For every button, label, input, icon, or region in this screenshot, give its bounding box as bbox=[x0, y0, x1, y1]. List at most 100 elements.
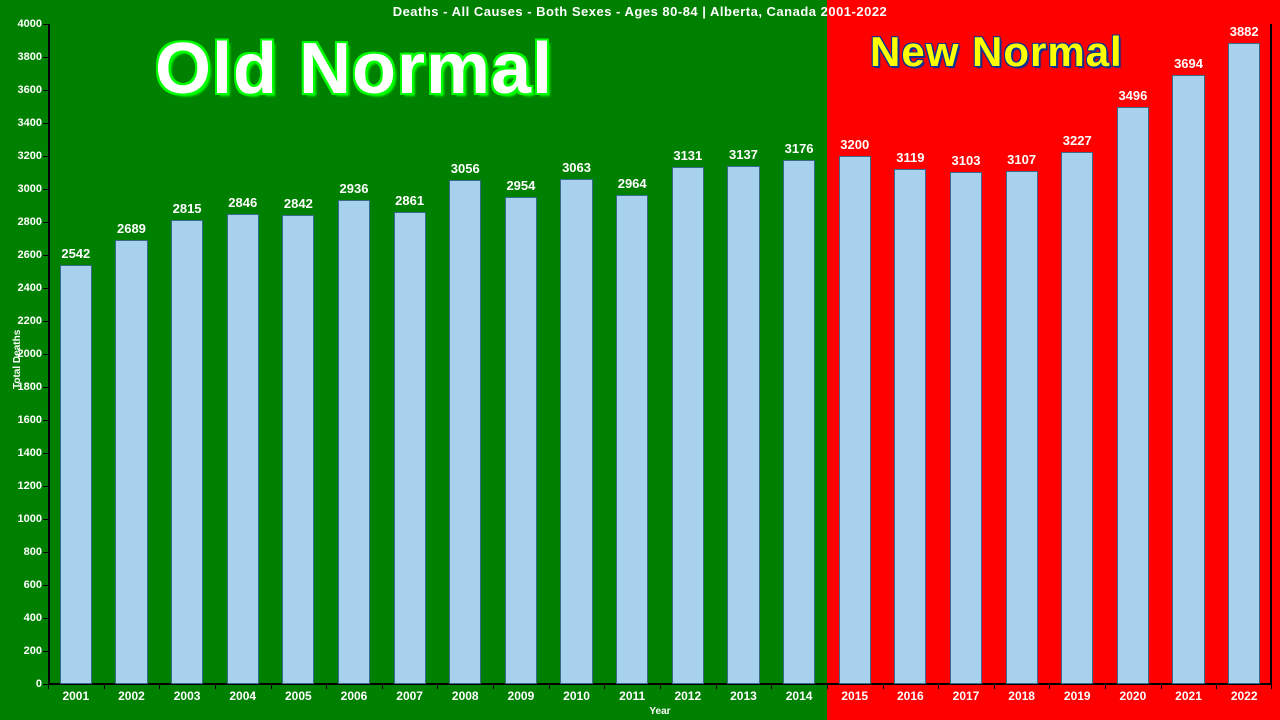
x-tick-label: 2020 bbox=[1120, 689, 1147, 703]
x-axis-label: Year bbox=[649, 706, 670, 717]
y-tick-label: 1400 bbox=[18, 447, 42, 459]
y-tick-mark bbox=[43, 123, 48, 124]
x-tick-label: 2017 bbox=[953, 689, 980, 703]
x-tick-mark bbox=[159, 684, 160, 689]
x-tick-label: 2016 bbox=[897, 689, 924, 703]
x-tick-mark bbox=[493, 684, 494, 689]
bar bbox=[394, 212, 426, 684]
y-axis-label: Total Deaths bbox=[12, 330, 23, 389]
bar-value-label: 3063 bbox=[562, 160, 591, 175]
y-tick-mark bbox=[43, 90, 48, 91]
x-tick-label: 2019 bbox=[1064, 689, 1091, 703]
x-tick-mark bbox=[1049, 684, 1050, 689]
bar-value-label: 2689 bbox=[117, 221, 146, 236]
y-tick-mark bbox=[43, 354, 48, 355]
x-tick-label: 2013 bbox=[730, 689, 757, 703]
bar bbox=[227, 214, 259, 684]
x-tick-mark bbox=[1161, 684, 1162, 689]
y-tick-mark bbox=[43, 453, 48, 454]
chart-root: Deaths - All Causes - Both Sexes - Ages … bbox=[0, 0, 1280, 720]
bar-value-label: 3137 bbox=[729, 147, 758, 162]
y-tick-mark bbox=[43, 618, 48, 619]
bar-value-label: 3882 bbox=[1230, 24, 1259, 39]
bar bbox=[894, 169, 926, 684]
plot-area: 0200400600800100012001400160018002000220… bbox=[48, 24, 1272, 684]
y-tick-mark bbox=[43, 189, 48, 190]
x-tick-mark bbox=[271, 684, 272, 689]
x-tick-label: 2014 bbox=[786, 689, 813, 703]
y-tick-mark bbox=[43, 255, 48, 256]
bar bbox=[60, 265, 92, 684]
x-tick-label: 2001 bbox=[62, 689, 89, 703]
x-tick-mark bbox=[994, 684, 995, 689]
y-tick-mark bbox=[43, 288, 48, 289]
y-tick-label: 2200 bbox=[18, 315, 42, 327]
bar-value-label: 2936 bbox=[340, 181, 369, 196]
y-tick-label: 1600 bbox=[18, 414, 42, 426]
x-tick-label: 2005 bbox=[285, 689, 312, 703]
bar bbox=[115, 240, 147, 684]
x-tick-label: 2021 bbox=[1175, 689, 1202, 703]
x-tick-mark bbox=[883, 684, 884, 689]
x-tick-mark bbox=[549, 684, 550, 689]
bar bbox=[1172, 75, 1204, 685]
bar-value-label: 3056 bbox=[451, 161, 480, 176]
y-axis-line bbox=[48, 24, 50, 684]
x-tick-mark bbox=[716, 684, 717, 689]
x-tick-mark bbox=[1216, 684, 1217, 689]
x-tick-mark bbox=[326, 684, 327, 689]
bar-value-label: 2954 bbox=[506, 178, 535, 193]
bar bbox=[1117, 107, 1149, 684]
bar bbox=[839, 156, 871, 684]
y-tick-mark bbox=[43, 420, 48, 421]
bar bbox=[560, 179, 592, 684]
y-tick-mark bbox=[43, 585, 48, 586]
bar bbox=[449, 180, 481, 684]
bar-value-label: 3200 bbox=[840, 137, 869, 152]
bar-value-label: 3103 bbox=[952, 153, 981, 168]
y-tick-mark bbox=[43, 222, 48, 223]
bar-value-label: 2842 bbox=[284, 196, 313, 211]
x-tick-mark bbox=[382, 684, 383, 689]
x-tick-mark bbox=[1105, 684, 1106, 689]
y-tick-label: 2600 bbox=[18, 249, 42, 261]
y-tick-label: 600 bbox=[24, 579, 42, 591]
y-axis-line-right bbox=[1270, 24, 1272, 684]
x-tick-mark bbox=[771, 684, 772, 689]
x-tick-label: 2010 bbox=[563, 689, 590, 703]
bar bbox=[783, 160, 815, 684]
x-tick-label: 2011 bbox=[619, 689, 645, 703]
y-tick-label: 0 bbox=[36, 678, 42, 690]
x-tick-label: 2012 bbox=[674, 689, 701, 703]
y-tick-label: 3600 bbox=[18, 84, 42, 96]
x-tick-mark bbox=[1271, 684, 1272, 689]
y-tick-mark bbox=[43, 24, 48, 25]
x-tick-mark bbox=[660, 684, 661, 689]
y-tick-mark bbox=[43, 321, 48, 322]
x-tick-mark bbox=[938, 684, 939, 689]
bar-value-label: 3227 bbox=[1063, 133, 1092, 148]
y-tick-label: 3000 bbox=[18, 183, 42, 195]
bar-value-label: 2542 bbox=[61, 246, 90, 261]
x-tick-label: 2018 bbox=[1008, 689, 1035, 703]
y-tick-label: 400 bbox=[24, 612, 42, 624]
x-tick-mark bbox=[48, 684, 49, 689]
x-tick-label: 2015 bbox=[841, 689, 868, 703]
y-tick-label: 3400 bbox=[18, 117, 42, 129]
bar-value-label: 3131 bbox=[673, 148, 702, 163]
y-tick-label: 2400 bbox=[18, 282, 42, 294]
bar bbox=[672, 167, 704, 684]
bar-value-label: 3107 bbox=[1007, 152, 1036, 167]
bar-value-label: 2861 bbox=[395, 193, 424, 208]
bar-value-label: 3694 bbox=[1174, 56, 1203, 71]
y-tick-mark bbox=[43, 387, 48, 388]
x-tick-label: 2004 bbox=[229, 689, 256, 703]
y-tick-label: 4000 bbox=[18, 18, 42, 30]
bar bbox=[505, 197, 537, 684]
overlay-old-normal: Old Normal bbox=[155, 28, 553, 110]
bar bbox=[1061, 152, 1093, 684]
bar bbox=[1228, 43, 1260, 684]
x-tick-label: 2009 bbox=[508, 689, 535, 703]
y-tick-mark bbox=[43, 486, 48, 487]
chart-title: Deaths - All Causes - Both Sexes - Ages … bbox=[0, 4, 1280, 19]
